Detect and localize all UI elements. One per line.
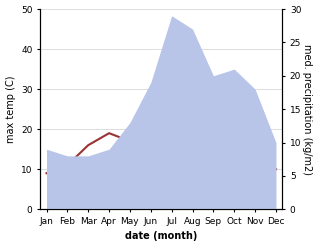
Y-axis label: med. precipitation (kg/m2): med. precipitation (kg/m2): [302, 44, 313, 175]
Y-axis label: max temp (C): max temp (C): [5, 75, 16, 143]
X-axis label: date (month): date (month): [125, 231, 197, 242]
